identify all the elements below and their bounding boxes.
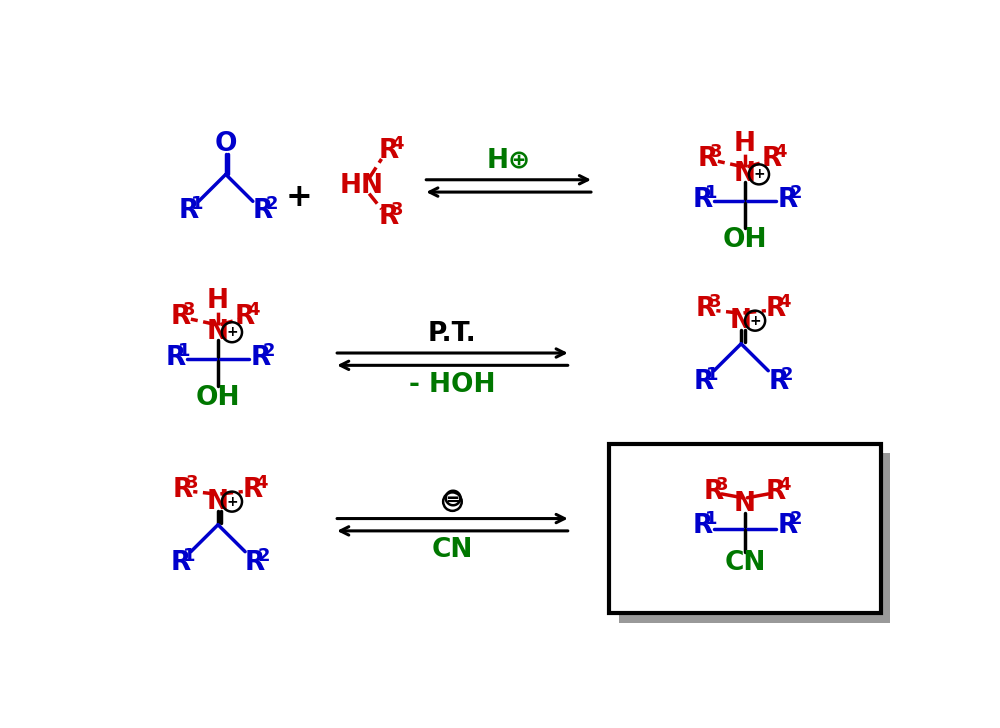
Text: 3: 3 xyxy=(710,143,723,161)
Text: R: R xyxy=(171,304,191,330)
Text: H: H xyxy=(734,130,756,157)
Text: 1: 1 xyxy=(183,547,196,565)
Text: R: R xyxy=(696,296,716,322)
Text: R: R xyxy=(698,146,718,172)
Text: 4: 4 xyxy=(391,135,403,154)
Text: H⊕: H⊕ xyxy=(487,148,531,173)
Text: 4: 4 xyxy=(778,475,791,494)
Text: R: R xyxy=(762,146,782,172)
Text: +: + xyxy=(226,325,238,339)
FancyBboxPatch shape xyxy=(609,444,881,613)
Text: R: R xyxy=(704,478,724,505)
Text: +: + xyxy=(226,494,238,509)
Text: 1: 1 xyxy=(705,510,717,529)
Text: 3: 3 xyxy=(183,301,196,319)
Text: 1: 1 xyxy=(178,341,190,360)
Text: R: R xyxy=(165,344,186,371)
Text: 3: 3 xyxy=(716,475,729,494)
Text: +: + xyxy=(286,182,313,213)
Text: +: + xyxy=(749,314,761,328)
Text: 3: 3 xyxy=(709,293,721,311)
Text: ⊖: ⊖ xyxy=(441,486,464,513)
Text: N: N xyxy=(207,319,229,345)
Text: P.T.: P.T. xyxy=(428,321,477,347)
Text: O: O xyxy=(214,130,237,157)
Text: HN: HN xyxy=(339,173,383,199)
Text: 2: 2 xyxy=(257,547,270,565)
Text: 4: 4 xyxy=(247,301,260,319)
Text: R: R xyxy=(766,478,786,505)
Text: 4: 4 xyxy=(778,293,791,311)
Text: CN: CN xyxy=(724,550,766,577)
Text: R: R xyxy=(178,197,199,223)
Text: N: N xyxy=(734,162,756,187)
Text: N: N xyxy=(734,491,756,517)
Text: R: R xyxy=(692,187,712,213)
Text: R: R xyxy=(778,187,798,213)
Text: - HOH: - HOH xyxy=(409,371,496,397)
Text: 1: 1 xyxy=(705,184,717,202)
Text: 2: 2 xyxy=(790,510,802,529)
Text: OH: OH xyxy=(196,384,240,411)
Text: 3: 3 xyxy=(185,474,198,492)
Text: H: H xyxy=(207,288,229,314)
Text: R: R xyxy=(694,369,714,395)
Text: R: R xyxy=(250,344,271,371)
Text: −: − xyxy=(445,494,460,511)
Text: R: R xyxy=(245,550,265,577)
Text: 2: 2 xyxy=(263,341,275,360)
Text: 2: 2 xyxy=(781,366,793,384)
Text: R: R xyxy=(378,204,399,230)
Text: R: R xyxy=(778,513,798,539)
Text: R: R xyxy=(235,304,255,330)
Text: R: R xyxy=(253,197,273,223)
Text: 4: 4 xyxy=(774,143,787,161)
Text: 3: 3 xyxy=(391,201,403,219)
Text: N: N xyxy=(207,488,229,515)
Text: R: R xyxy=(692,513,712,539)
FancyBboxPatch shape xyxy=(619,453,890,622)
Text: OH: OH xyxy=(723,227,767,253)
Text: R: R xyxy=(768,369,788,395)
Text: R: R xyxy=(171,550,191,577)
Text: +: + xyxy=(753,167,765,181)
Text: 4: 4 xyxy=(255,474,268,492)
Text: N: N xyxy=(730,308,752,333)
Text: 1: 1 xyxy=(706,366,719,384)
Text: R: R xyxy=(173,477,193,503)
Text: 2: 2 xyxy=(265,194,278,213)
Text: R: R xyxy=(378,138,399,165)
Text: 2: 2 xyxy=(790,184,802,202)
Text: R: R xyxy=(766,296,786,322)
Text: R: R xyxy=(243,477,263,503)
Text: CN: CN xyxy=(432,537,473,563)
Text: 1: 1 xyxy=(191,194,203,213)
